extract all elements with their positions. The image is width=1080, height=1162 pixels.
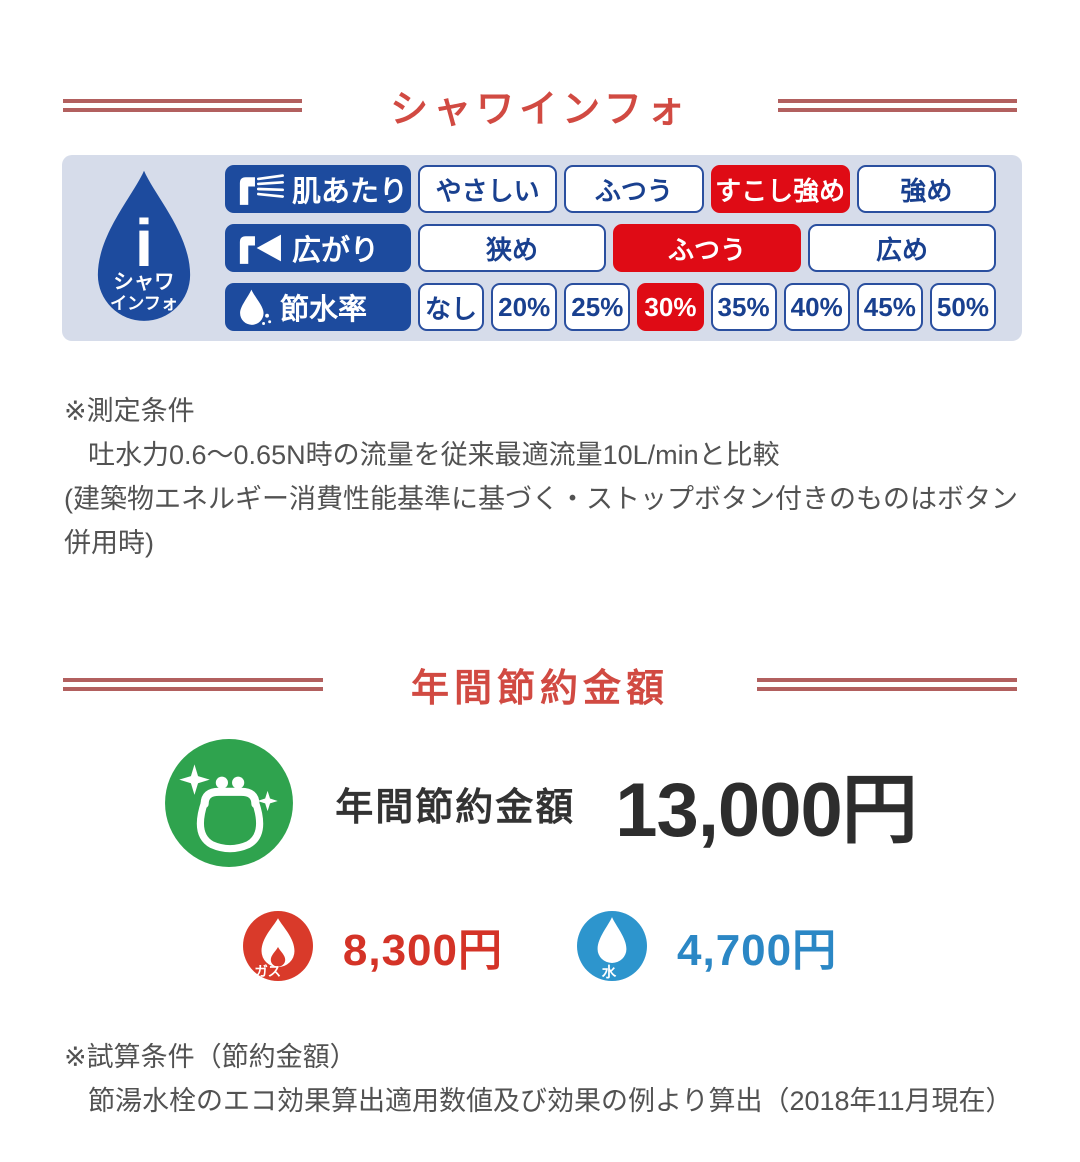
option-cell: 25% bbox=[564, 283, 631, 331]
shower-info-panel: i シャワ インフォ bbox=[62, 155, 1022, 341]
row-header-label: 広がり bbox=[292, 235, 380, 267]
savings-total-label: 年間節約金額 bbox=[335, 786, 576, 829]
badge-label-line1: シャワ bbox=[113, 272, 174, 294]
table-row-water-saving: 節水率 なし 20% 25% 30% 35% 40% 45% 50% bbox=[225, 283, 996, 331]
gas-icon-label: ガス bbox=[254, 964, 281, 979]
row-header-skin-feel: 肌あたり bbox=[225, 165, 411, 213]
decorative-double-line bbox=[757, 677, 1018, 691]
annual-savings-total: 年間節約金額 13,000円 bbox=[0, 737, 1080, 869]
option-cell: なし bbox=[418, 283, 485, 331]
option-cell: 狭め bbox=[418, 224, 606, 272]
option-cell: 20% bbox=[491, 283, 558, 331]
shower-info-table: 肌あたり やさしい ふつう すこし強め 強め bbox=[225, 165, 996, 331]
note-line: 節湯水栓のエコ効果算出適用数値及び効果の例より算出（2018年11月現在） bbox=[88, 1086, 1013, 1116]
water-drop-icon: 水 bbox=[577, 911, 647, 981]
row-header-label: 節水率 bbox=[280, 294, 368, 326]
option-cell-selected: すこし強め bbox=[710, 165, 850, 213]
option-cell: 広め bbox=[808, 224, 996, 272]
savings-total-value: 13,000円 bbox=[615, 768, 917, 853]
shower-spray-icon bbox=[234, 171, 286, 207]
option-cell: 45% bbox=[856, 283, 923, 331]
option-cell: 35% bbox=[710, 283, 777, 331]
shower-info-badge: i シャワ インフォ bbox=[62, 167, 225, 329]
badge-label-line2: インフォ bbox=[109, 293, 177, 313]
option-cell: 40% bbox=[783, 283, 850, 331]
option-cell: ふつう bbox=[564, 165, 704, 213]
gas-flame-icon: ガス bbox=[242, 911, 313, 981]
info-drop-icon: i シャワ インフォ bbox=[97, 170, 190, 321]
option-cell: 50% bbox=[929, 283, 996, 331]
shower-info-sheet: シャワインフォ i シャワ インフォ bbox=[0, 82, 1080, 1162]
note-line: ※測定条件 bbox=[64, 396, 195, 426]
calculation-conditions: ※試算条件（節約金額） 節湯水栓のエコ効果算出適用数値及び効果の例より算出（20… bbox=[64, 1035, 1040, 1123]
table-row-spread: 広がり 狭め ふつう 広め bbox=[225, 224, 996, 272]
savings-breakdown: ガス 8,300円 水 4,700円 bbox=[0, 911, 1080, 981]
note-line: (建築物エネルギー消費性能基準に基づく・ストップボタン付きのものはボタン併用時) bbox=[64, 484, 1018, 558]
table-row-skin-feel: 肌あたり やさしい ふつう すこし強め 強め bbox=[225, 165, 996, 213]
water-savings-item: 水 4,700円 bbox=[577, 911, 837, 981]
option-cell-selected: ふつう bbox=[613, 224, 801, 272]
gas-savings-value: 8,300円 bbox=[342, 926, 503, 975]
badge-info-symbol: i bbox=[134, 207, 152, 281]
row-header-label: 肌あたり bbox=[292, 176, 409, 208]
purse-icon bbox=[165, 739, 294, 867]
water-icon-label: 水 bbox=[602, 963, 617, 981]
spray-spread-icon bbox=[234, 230, 286, 266]
decorative-double-line bbox=[63, 677, 323, 691]
row-options: やさしい ふつう すこし強め 強め bbox=[418, 165, 996, 213]
note-line: ※試算条件（節約金額） bbox=[64, 1042, 357, 1072]
option-cell-selected: 30% bbox=[637, 283, 704, 331]
water-savings-value: 4,700円 bbox=[677, 926, 838, 975]
section2-title: 年間節約金額 bbox=[411, 667, 670, 710]
gas-savings-item: ガス 8,300円 bbox=[242, 911, 503, 981]
row-options: なし 20% 25% 30% 35% 40% 45% 50% bbox=[418, 283, 996, 331]
section2-title-row: 年間節約金額 bbox=[0, 661, 1080, 710]
section1-title-row: シャワインフォ bbox=[0, 82, 1080, 131]
water-saving-drop-icon bbox=[234, 287, 274, 327]
row-header-spread: 広がり bbox=[225, 224, 411, 272]
note-line: 吐水力0.6〜0.65N時の流量を従来最適流量10L/minと比較 bbox=[88, 440, 780, 470]
option-cell: やさしい bbox=[418, 165, 558, 213]
row-header-water-saving: 節水率 bbox=[225, 283, 411, 331]
decorative-double-line bbox=[777, 98, 1017, 112]
decorative-double-line bbox=[63, 98, 303, 112]
option-cell: 強め bbox=[856, 165, 996, 213]
measurement-conditions: ※測定条件 吐水力0.6〜0.65N時の流量を従来最適流量10L/minと比較 … bbox=[64, 389, 1040, 565]
row-options: 狭め ふつう 広め bbox=[418, 224, 996, 272]
section1-title: シャワインフォ bbox=[390, 88, 690, 131]
